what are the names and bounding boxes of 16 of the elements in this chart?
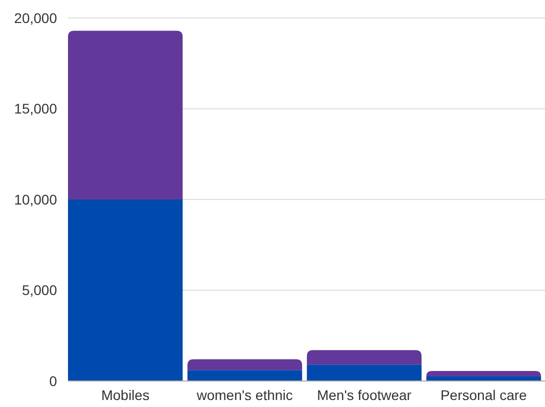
- bar: [187, 359, 302, 370]
- x-tick-label: Personal care: [440, 387, 528, 403]
- x-tick-label: women's ethnic: [196, 387, 293, 403]
- bar: [426, 371, 541, 376]
- y-tick-label: 5,000: [22, 282, 58, 298]
- y-tick-label: 15,000: [14, 100, 58, 117]
- y-tick-label: 20,000: [14, 10, 58, 26]
- bar: [306, 350, 422, 365]
- y-tick-label: 0: [49, 372, 58, 389]
- x-tick-label: Mobiles: [101, 387, 150, 403]
- bar: [187, 370, 302, 381]
- x-tick-label: Men's footwear: [316, 387, 412, 403]
- bar: [68, 200, 183, 381]
- bar: [306, 364, 422, 381]
- y-tick-label: 10,000: [14, 191, 58, 208]
- bar: [68, 30, 183, 200]
